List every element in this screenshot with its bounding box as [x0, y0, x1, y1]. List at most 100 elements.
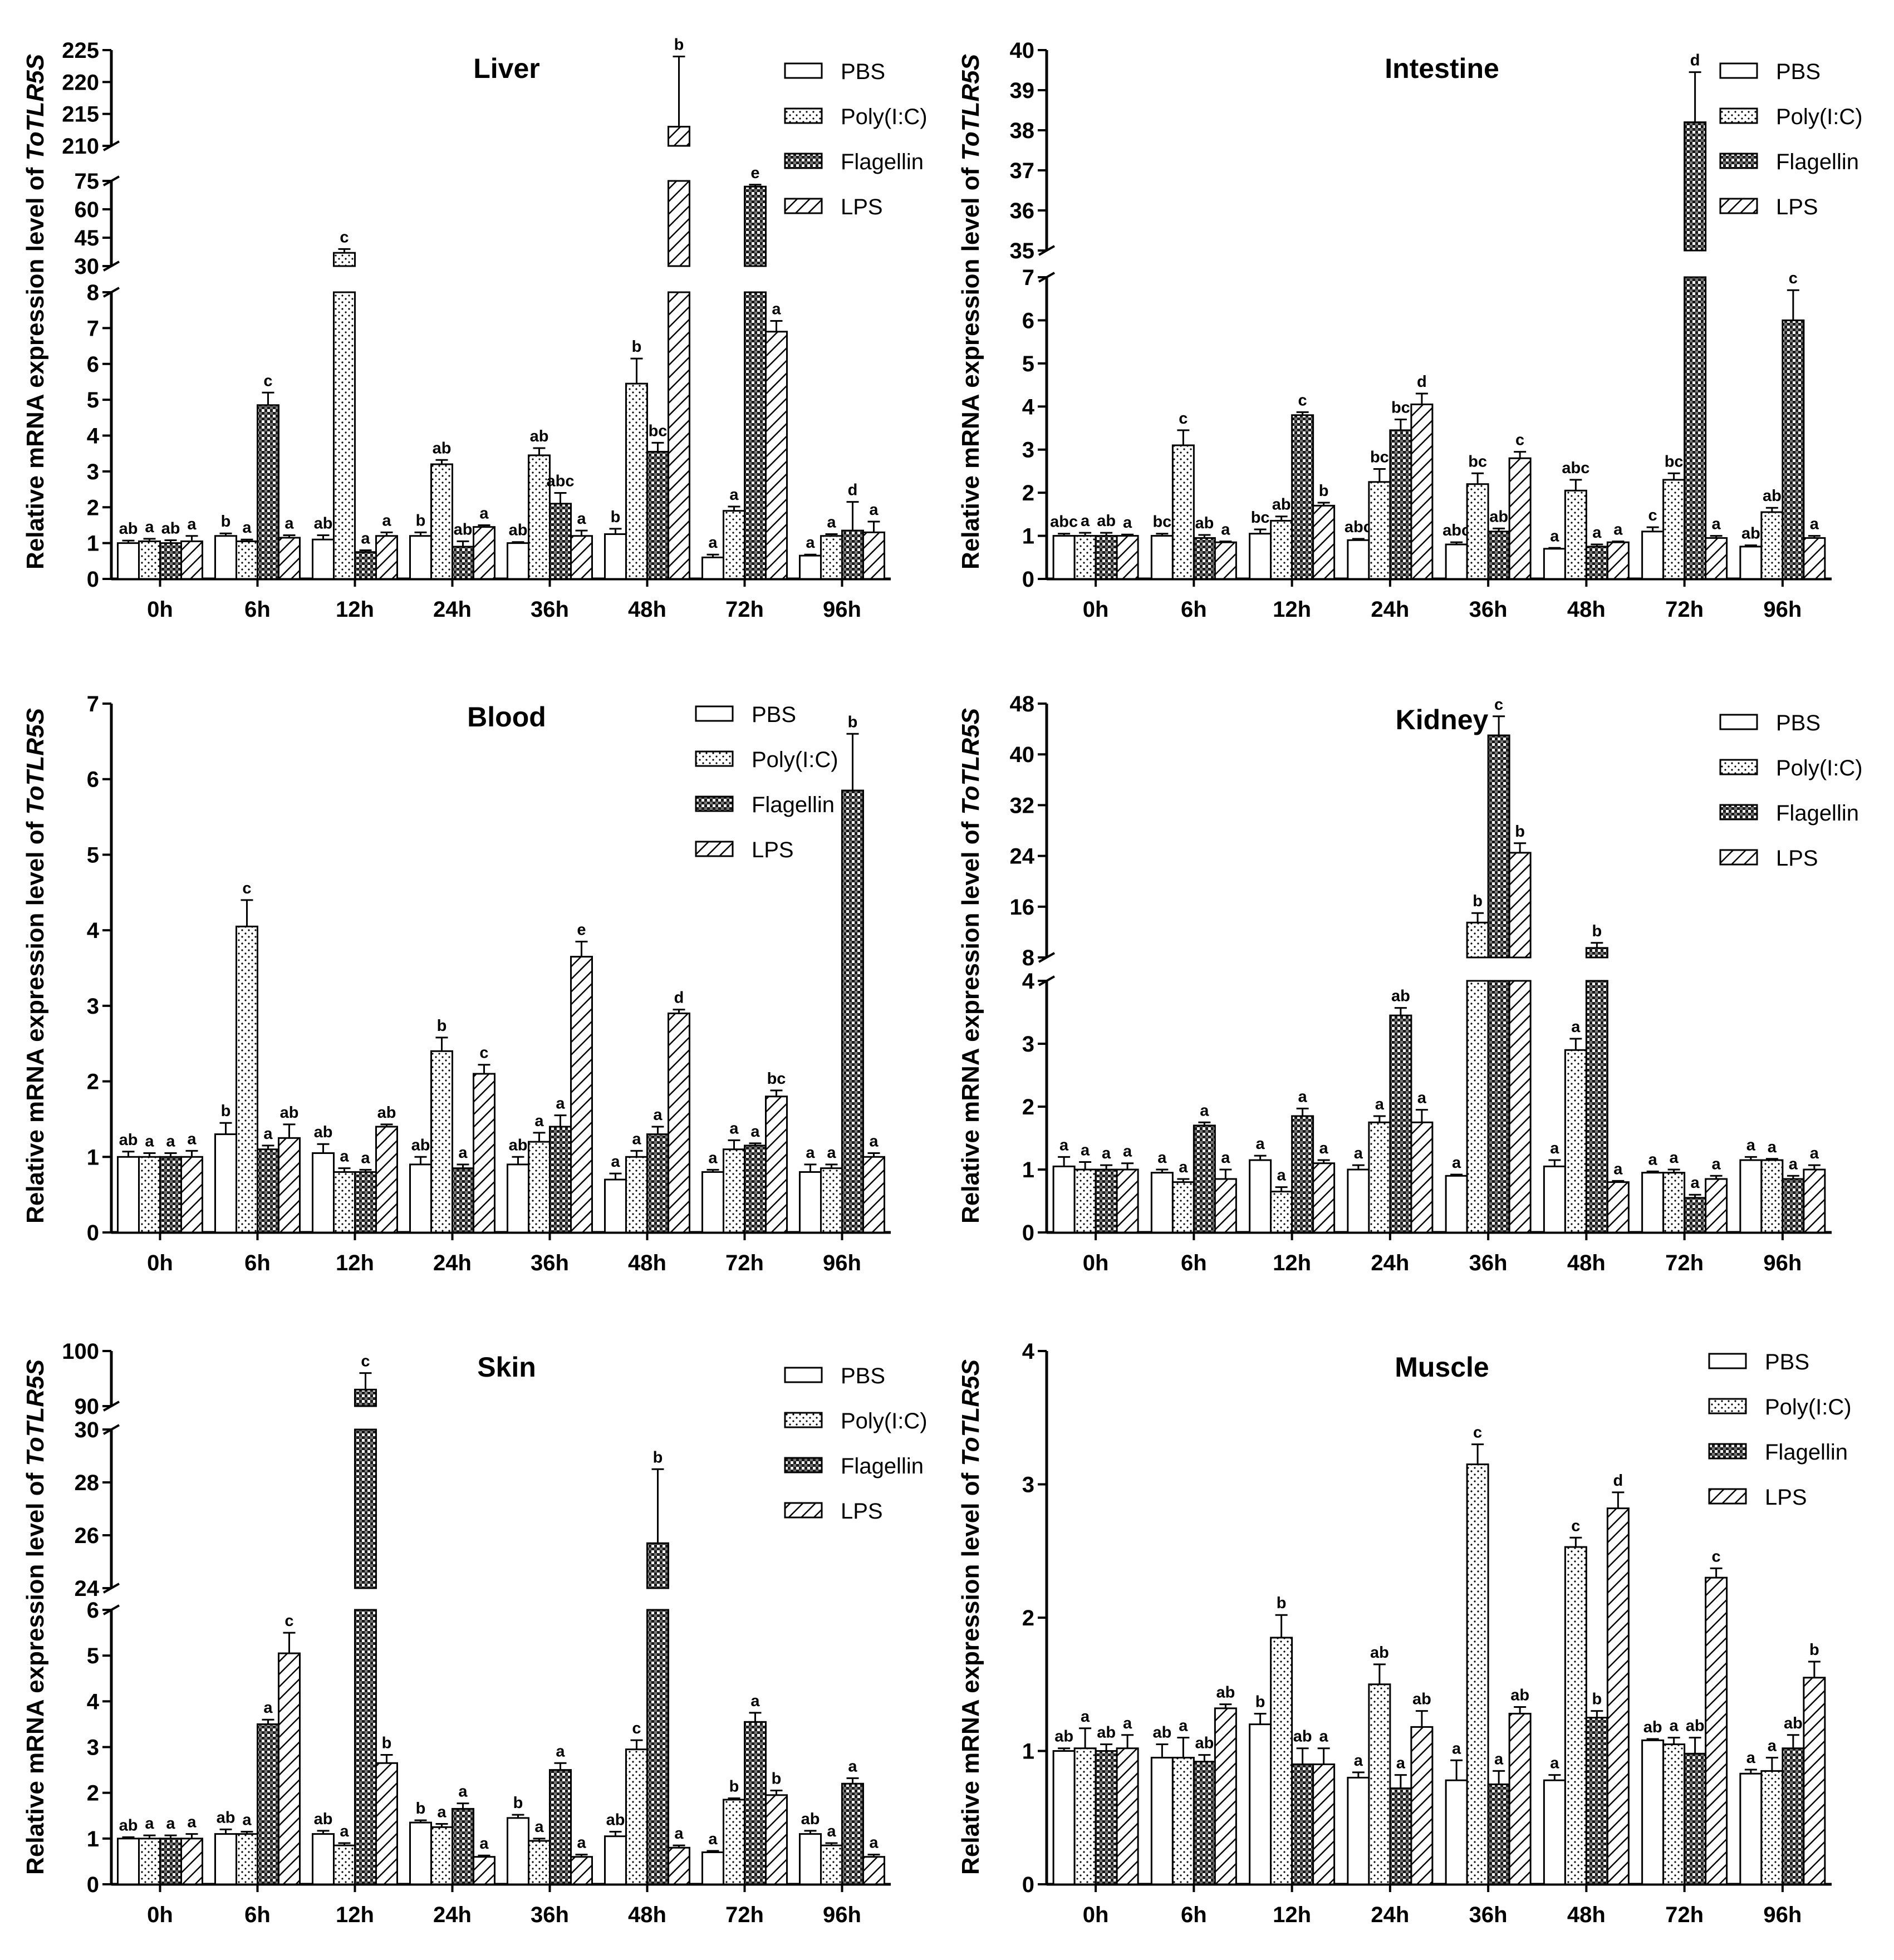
y-axis-label-gene: ToTLR5S: [957, 54, 984, 160]
significance-label: b: [674, 36, 684, 53]
bar-intestine-flagellin-12h: c: [1291, 391, 1314, 580]
bar-intestine-flagellin-36h: ab: [1487, 508, 1510, 580]
y-axis-label-blood: Relative mRNA expression level of ToTLR5…: [22, 708, 49, 1224]
bar-segment: [1662, 479, 1686, 580]
bar-muscle-flagellin-6h: ab: [1193, 1735, 1216, 1885]
bar-segment: [625, 1748, 648, 1885]
y-axis-label-text: Relative mRNA expression level of: [957, 161, 984, 569]
bar-segment: [701, 1851, 724, 1885]
bar-blood-flagellin-96h: b: [841, 713, 864, 1234]
chart-title-skin: Skin: [477, 1352, 536, 1383]
significance-label: a: [1123, 1715, 1132, 1732]
bar-skin-lps-48h: a: [668, 1825, 690, 1885]
bar-segment: [1073, 1168, 1097, 1234]
bar-segment: [723, 1148, 745, 1234]
y-tick-label: 2: [1022, 1606, 1034, 1630]
bar-segment: [744, 291, 767, 580]
significance-label: a: [361, 530, 370, 548]
significance-label: a: [1452, 1154, 1461, 1172]
bar-blood-polyic-96h: a: [820, 1144, 843, 1234]
significance-label: a: [187, 1814, 197, 1831]
bar-blood-lps-96h: a: [862, 1133, 885, 1234]
significance-label: b: [653, 1448, 663, 1466]
significance-label: a: [1059, 1136, 1069, 1154]
legend-swatch-lps: [784, 1502, 823, 1519]
bar-liver-flagellin-6h: c: [257, 372, 279, 580]
legend-swatch-pbs: [784, 1367, 823, 1383]
y-tick-label: 8: [1022, 946, 1034, 970]
x-tick-label: 6h: [244, 597, 271, 622]
panel-kidney: Kidney Relative mRNA expression level of …: [957, 692, 1863, 1275]
bar-liver-pbs-6h: b: [214, 513, 237, 580]
x-tick-label: 0h: [1083, 1903, 1109, 1927]
y-tick-label: 1: [87, 1145, 99, 1170]
significance-label: ab: [1293, 1728, 1312, 1746]
bar-segment: [257, 1148, 279, 1234]
bar-blood-polyic-24h: b: [430, 1017, 453, 1234]
bar-segment: [646, 450, 669, 580]
x-tick-label: 96h: [1763, 597, 1802, 622]
x-tick-label: 96h: [823, 1903, 861, 1927]
x-tick-label: 12h: [1273, 1903, 1311, 1927]
bar-segment: [1368, 481, 1391, 580]
bar-segment: [604, 1178, 627, 1234]
bar-segment: [1543, 548, 1566, 580]
legend-label-pbs: PBS: [1765, 1350, 1809, 1374]
significance-label: a: [458, 1144, 468, 1162]
bar-segment: [723, 1799, 745, 1885]
bar-segment: [744, 185, 767, 267]
bar-blood-lps-12h: ab: [375, 1104, 398, 1234]
x-tick-label: 72h: [1665, 597, 1704, 622]
bar-segment: [1760, 1159, 1784, 1234]
significance-label: a: [708, 1830, 718, 1848]
bar-segment: [159, 542, 182, 580]
bar-muscle-pbs-12h: b: [1249, 1693, 1272, 1885]
bar-segment: [1291, 414, 1314, 580]
bar-intestine-lps-24h: d: [1410, 373, 1434, 580]
panel-liver: Liver Relative mRNA expression level of T…: [22, 36, 928, 622]
bar-segment: [701, 1171, 724, 1234]
bar-segment: [765, 331, 788, 580]
bar-muscle-flagellin-48h: b: [1585, 1691, 1608, 1885]
bar-kidney-polyic-0h: a: [1073, 1141, 1097, 1234]
bar-segment: [570, 956, 593, 1234]
bar-segment: [138, 1838, 161, 1885]
bar-liver-polyic-12h: c: [333, 228, 356, 580]
bar-liver-flagellin-72h: e: [744, 164, 767, 580]
bar-segment: [375, 1762, 398, 1885]
significance-label: c: [1179, 410, 1188, 428]
x-tick-label: 96h: [1763, 1903, 1802, 1927]
significance-label: d: [1690, 52, 1700, 70]
significance-label: e: [577, 921, 586, 939]
bar-segment: [1466, 921, 1489, 959]
significance-label: a: [479, 1835, 489, 1853]
legend-label-lps: LPS: [1776, 846, 1818, 871]
y-tick-label: 28: [75, 1471, 100, 1495]
bar-kidney-polyic-12h: a: [1270, 1167, 1293, 1234]
bar-segment: [668, 1012, 690, 1234]
bar-intestine-pbs-0h: abc: [1050, 513, 1078, 580]
y-tick-label: 5: [87, 1644, 99, 1668]
bar-kidney-flagellin-96h: a: [1782, 1155, 1805, 1234]
bar-kidney-flagellin-6h: a: [1193, 1102, 1216, 1234]
bar-segment: [1095, 1168, 1118, 1234]
bar-segment: [1389, 429, 1412, 580]
significance-label: a: [361, 1149, 370, 1167]
significance-label: b: [1319, 482, 1329, 500]
bar-segment: [1150, 1172, 1174, 1234]
bar-segment: [668, 1846, 690, 1885]
bar-segment: [138, 540, 161, 580]
y-tick-label: 6: [1022, 308, 1034, 333]
significance-label: a: [1592, 524, 1602, 542]
bar-skin-pbs-48h: ab: [604, 1811, 627, 1885]
significance-label: a: [284, 514, 294, 532]
legend-label-lps: LPS: [841, 1499, 883, 1524]
significance-label: a: [1768, 1737, 1777, 1755]
y-tick-label: 30: [75, 254, 100, 279]
bar-liver-flagellin-48h: bc: [646, 422, 669, 580]
bar-segment: [333, 1171, 356, 1234]
bar-skin-pbs-6h: ab: [214, 1809, 237, 1885]
significance-label: a: [1452, 1740, 1461, 1757]
x-tick-label: 48h: [1567, 1903, 1606, 1927]
bar-segment: [1487, 530, 1510, 580]
